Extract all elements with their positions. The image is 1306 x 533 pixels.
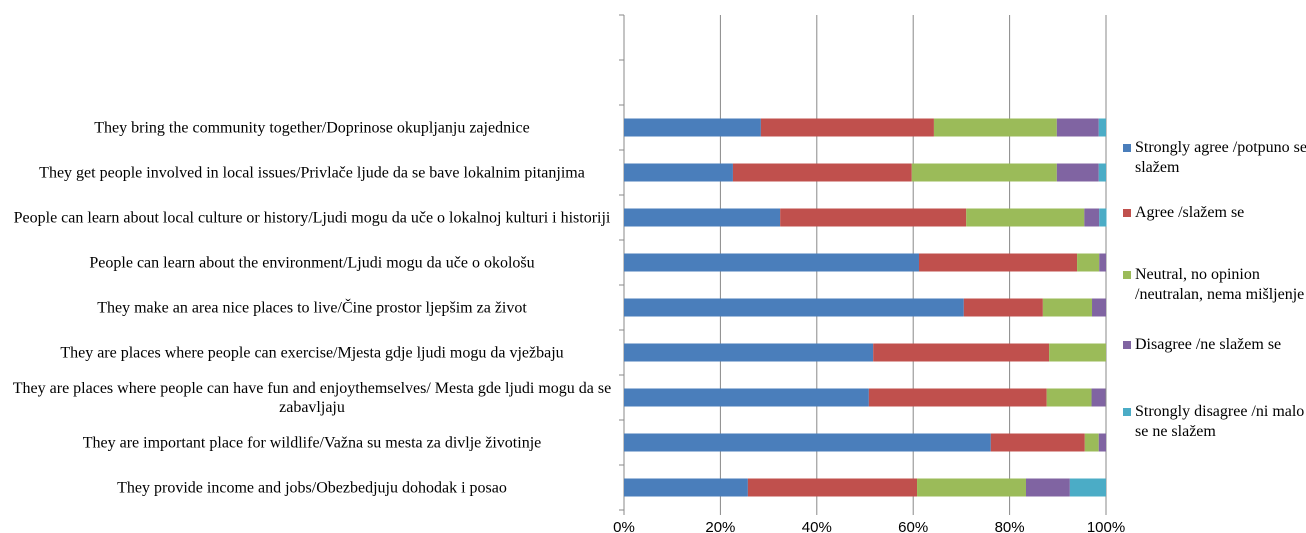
legend-label: Agree /slažem se [1135,204,1245,221]
category-label: They are places where people can exercis… [60,344,564,361]
bar-segment [624,118,761,137]
bar-segment [1042,298,1093,317]
bar-segment [1099,253,1106,272]
bar-segment [760,118,934,137]
bar-segment [1084,208,1100,227]
bar-segment [1069,478,1106,497]
x-tick-label: 80% [995,519,1025,533]
legend-swatch [1123,271,1131,279]
bar-segment [917,478,1026,497]
bar-segment [747,478,918,497]
category-label: They provide income and jobs/Obezbedjuju… [117,479,507,496]
category-label: They are important place for wildlife/Va… [82,434,542,451]
bar-segment [780,208,967,227]
bar-segment [1049,343,1106,362]
legend-label: Neutral, no opinion /neutralan, nema miš… [1135,266,1305,303]
bar-segment [933,118,1057,137]
bar-segment [1056,163,1099,182]
bar-segment [1091,388,1106,407]
bar-segment [624,343,874,362]
legend-swatch [1123,408,1131,416]
legend-label: Disagree /ne slažem se [1135,336,1282,353]
bar-segment [624,298,964,317]
bar-segment [624,208,781,227]
category-label: They bring the community together/Doprin… [94,119,530,136]
x-tick-label: 20% [705,519,735,533]
x-tick-label: 0% [613,519,635,533]
bar-segment [1084,433,1099,452]
bar-segment [1098,433,1106,452]
bar-segment [963,298,1043,317]
bar-segment [873,343,1050,362]
bar-segment [1092,298,1106,317]
bar-segment [624,433,991,452]
legend-swatch [1123,341,1131,349]
bar-segment [1056,118,1099,137]
x-tick-label: 100% [1087,519,1125,533]
bar-segment [1099,208,1107,227]
category-label: They get people involved in local issues… [39,164,585,181]
legend-swatch [1123,144,1131,152]
legend-label: Strongly disagree /ni malo se ne slažem [1135,403,1305,440]
x-tick-label: 60% [898,519,928,533]
bar-segment [1046,388,1092,407]
bar-segment [1098,163,1106,182]
bar-segment [1077,253,1100,272]
bar-segment [624,478,748,497]
category-label: They are places where people can have fu… [12,379,612,416]
bar-segment [1098,118,1106,137]
bar-segment [624,253,919,272]
bar-segment [990,433,1085,452]
bar-segment [911,163,1057,182]
legend-swatch [1123,209,1131,217]
bar-segment [624,388,869,407]
category-label: People can learn about the environment/L… [89,254,535,271]
category-label: People can learn about local culture or … [13,209,611,226]
category-label: They make an area nice places to live/Či… [97,299,527,316]
bar-segment [1025,478,1070,497]
bar-segment [868,388,1047,407]
legend-label: Strongly agree /potpuno se slažem [1135,139,1306,176]
x-tick-label: 40% [802,519,832,533]
bar-segment [732,163,912,182]
bar-segment [966,208,1085,227]
bar-segment [918,253,1078,272]
bar-segment [624,163,733,182]
